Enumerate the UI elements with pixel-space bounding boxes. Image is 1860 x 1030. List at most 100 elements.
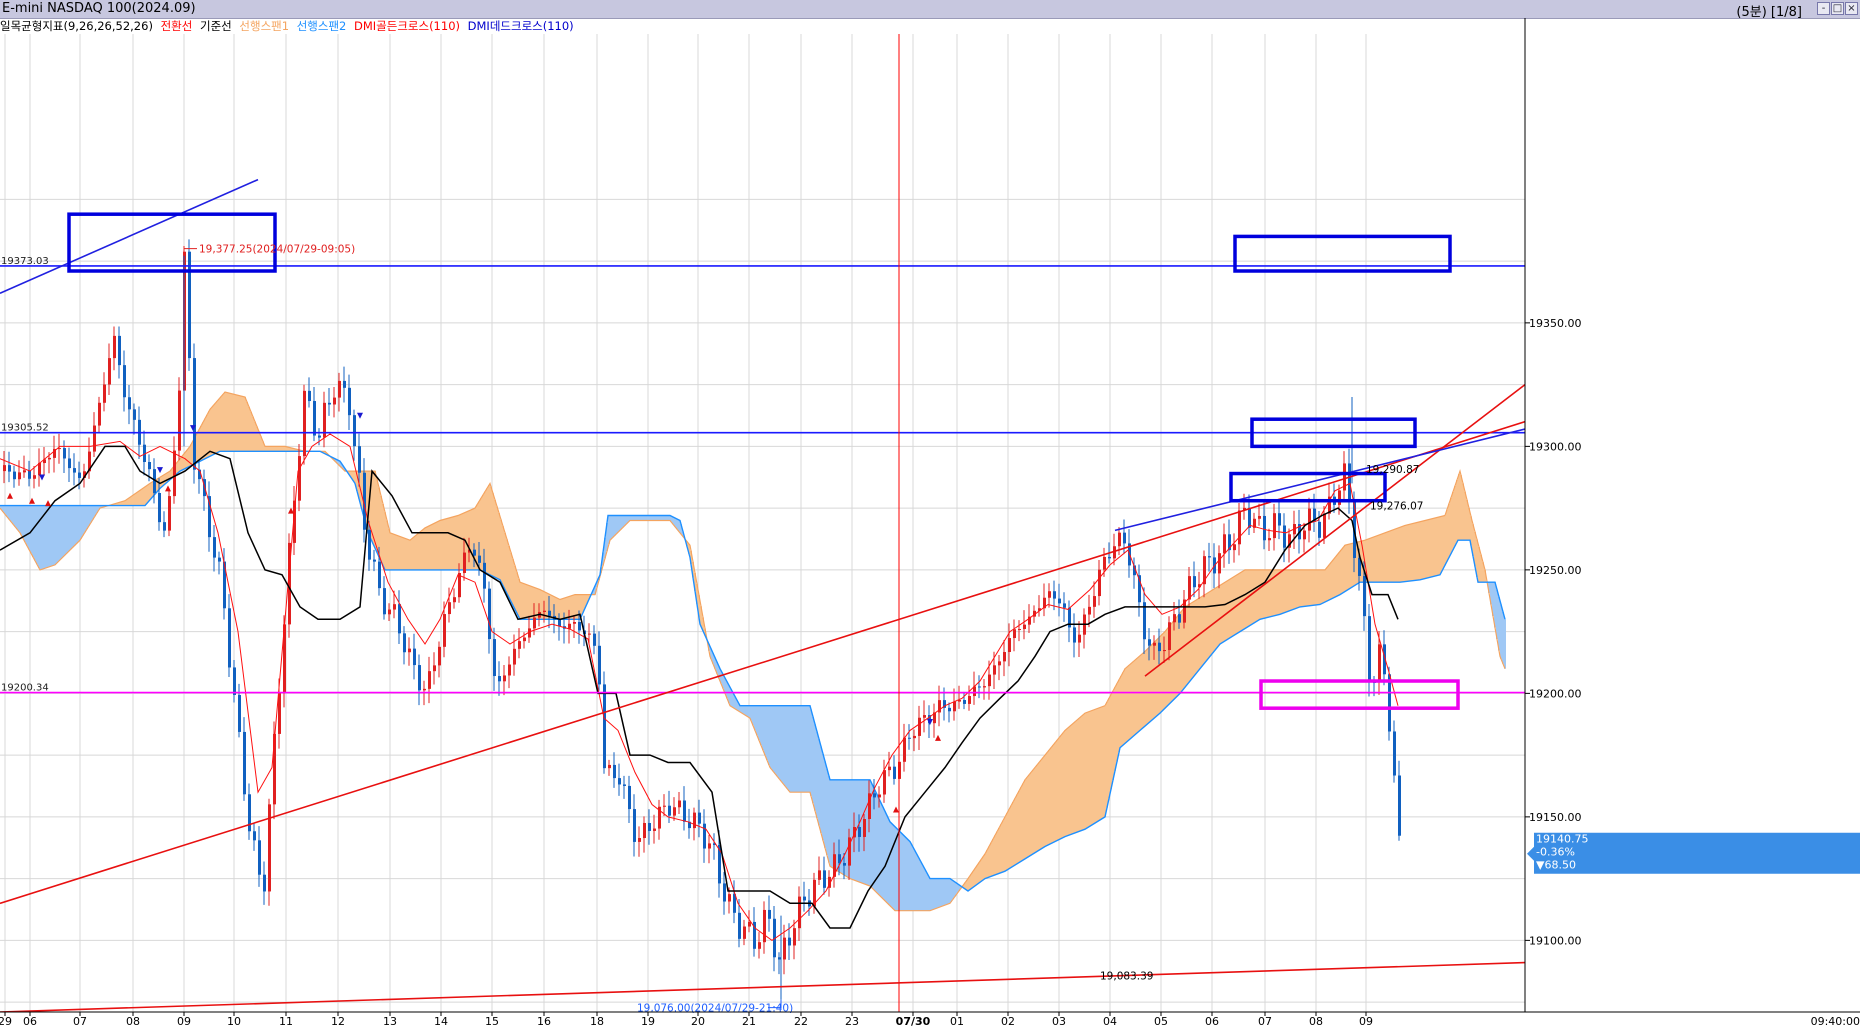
y-tick-label: 19150.00 bbox=[1529, 811, 1582, 824]
cloud-band bbox=[1400, 526, 1402, 583]
cloud-band bbox=[360, 471, 362, 507]
cloud-band bbox=[1086, 712, 1088, 828]
cloud-band bbox=[926, 873, 928, 911]
cloud-band bbox=[954, 882, 956, 897]
candle-body bbox=[843, 863, 846, 866]
cloud-band bbox=[1494, 582, 1496, 628]
cloud-band bbox=[1448, 503, 1450, 558]
cloud-band bbox=[1316, 569, 1318, 605]
cloud-band bbox=[564, 597, 566, 620]
cloud-band bbox=[616, 515, 618, 534]
cloud-band bbox=[294, 448, 296, 452]
cloud-band bbox=[1332, 559, 1334, 599]
candle-body bbox=[923, 715, 926, 718]
dmi-golden-cross-marker bbox=[935, 734, 941, 741]
cloud-band bbox=[822, 753, 824, 841]
candle-body bbox=[743, 926, 746, 939]
cloud-band bbox=[418, 532, 420, 570]
cloud-band bbox=[446, 518, 448, 570]
cloud-band bbox=[18, 505, 20, 532]
highlight-box bbox=[1233, 234, 1452, 273]
cloud-band bbox=[1256, 569, 1258, 622]
cloud-band bbox=[1396, 528, 1398, 583]
candle-body bbox=[48, 457, 51, 460]
cloud-band bbox=[42, 505, 44, 569]
candle-body bbox=[1218, 553, 1221, 574]
cloud-band bbox=[714, 657, 716, 669]
cloud-band bbox=[720, 670, 722, 684]
cloud-band bbox=[710, 648, 712, 659]
cloud-band bbox=[672, 517, 674, 525]
cloud-band bbox=[634, 515, 636, 521]
cloud-band bbox=[562, 598, 564, 620]
cloud-band bbox=[1034, 767, 1036, 853]
cloud-band bbox=[1042, 757, 1044, 848]
x-tick-label: 19 bbox=[641, 1015, 655, 1028]
cloud-band bbox=[900, 832, 902, 911]
candle-body bbox=[1148, 639, 1151, 646]
cloud-band bbox=[702, 617, 704, 631]
cloud-band bbox=[1350, 543, 1352, 588]
cloud-band bbox=[1124, 668, 1126, 744]
conversion-line bbox=[0, 433, 1399, 942]
cloud-band bbox=[838, 779, 840, 872]
cloud-band bbox=[150, 482, 152, 499]
candle-body bbox=[573, 622, 576, 624]
cloud-band bbox=[52, 505, 54, 566]
candle-body bbox=[128, 397, 131, 410]
cloud-band bbox=[1472, 524, 1474, 556]
resistance-price-label: 19,290.87 bbox=[1366, 464, 1419, 476]
cloud-band bbox=[638, 515, 640, 521]
cloud-band bbox=[1476, 539, 1478, 577]
cloud-band bbox=[386, 520, 388, 570]
candle-body bbox=[1078, 634, 1081, 643]
dmi-dead-cross-marker bbox=[39, 474, 45, 481]
candle-body bbox=[868, 793, 871, 820]
cloud-band bbox=[1322, 569, 1324, 603]
cloud-band bbox=[1228, 579, 1230, 639]
cloud-band bbox=[744, 705, 746, 715]
candle-body bbox=[1273, 513, 1276, 539]
candle-body bbox=[1168, 622, 1171, 651]
cloud-band bbox=[1168, 626, 1170, 705]
candle-body bbox=[258, 840, 261, 875]
cloud-band bbox=[82, 505, 84, 536]
cloud-band bbox=[1014, 798, 1016, 866]
cloud-band bbox=[472, 508, 474, 570]
x-tick-label: 04 bbox=[1103, 1015, 1117, 1028]
cloud-band bbox=[1434, 518, 1436, 577]
cloud-band bbox=[252, 416, 254, 452]
candle-body bbox=[78, 472, 81, 478]
cloud-band bbox=[422, 529, 424, 570]
cloud-band bbox=[1264, 569, 1266, 619]
candle-body bbox=[3, 465, 6, 472]
leading-span-1-line bbox=[0, 391, 1506, 912]
candle-body bbox=[803, 896, 806, 901]
cloud-band bbox=[1096, 708, 1098, 822]
close-button[interactable]: × bbox=[1845, 2, 1858, 15]
cloud-band bbox=[1150, 645, 1152, 721]
cloud-band bbox=[1362, 540, 1364, 583]
cloud-band bbox=[984, 853, 986, 879]
cloud-band bbox=[786, 705, 788, 789]
cloud-band bbox=[1440, 516, 1442, 573]
x-tick-label: 09 bbox=[177, 1015, 191, 1028]
candle-body bbox=[863, 819, 866, 837]
cloud-band bbox=[724, 677, 726, 694]
cloud-band bbox=[520, 582, 522, 620]
cloud-band bbox=[518, 578, 520, 618]
cloud-band bbox=[420, 531, 422, 570]
candle-body bbox=[463, 552, 466, 573]
candle-body bbox=[198, 469, 201, 480]
cloud-band bbox=[630, 515, 632, 521]
minimize-button[interactable]: - bbox=[1817, 2, 1830, 15]
candle-body bbox=[228, 608, 231, 668]
cloud-band bbox=[102, 505, 104, 508]
cloud-band bbox=[258, 431, 260, 452]
maximize-button[interactable]: □ bbox=[1831, 2, 1844, 15]
cloud-band bbox=[1296, 569, 1298, 609]
cloud-band bbox=[936, 878, 938, 909]
cloud-band bbox=[1174, 619, 1176, 699]
cloud-band bbox=[1346, 544, 1348, 591]
